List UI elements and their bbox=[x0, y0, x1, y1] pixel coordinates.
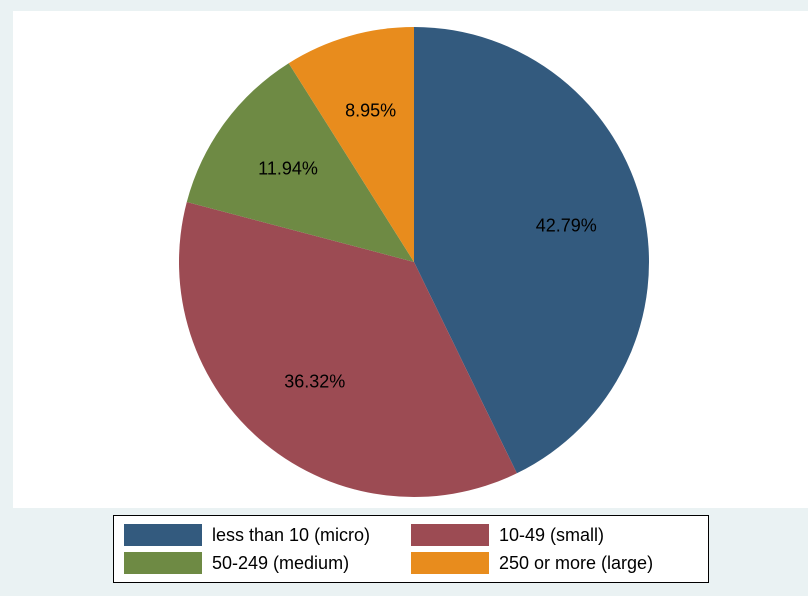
legend-label-medium: 50-249 (medium) bbox=[212, 552, 350, 573]
pie-slice-large bbox=[288, 27, 414, 262]
legend-swatch-medium bbox=[124, 552, 202, 574]
legend-item-medium: 50-249 (medium) bbox=[124, 550, 411, 576]
legend-item-large: 250 or more (large) bbox=[411, 550, 698, 576]
legend: less than 10 (micro) 10-49 (small) 50-24… bbox=[113, 515, 709, 583]
plot-region: 42.79% 36.32% 11.94% 8.95% bbox=[13, 11, 808, 508]
legend-swatch-small bbox=[411, 524, 489, 546]
legend-swatch-large bbox=[411, 552, 489, 574]
legend-item-small: 10-49 (small) bbox=[411, 522, 698, 548]
slice-label-medium: 11.94% bbox=[258, 158, 318, 178]
pie-chart: 42.79% 36.32% 11.94% 8.95% bbox=[179, 27, 650, 497]
pie-slice-small bbox=[179, 201, 517, 497]
legend-label-small: 10-49 (small) bbox=[499, 524, 605, 545]
pie-slice-medium bbox=[186, 63, 414, 263]
legend-swatch-micro bbox=[124, 524, 202, 546]
slice-label-micro: 42.79% bbox=[536, 216, 597, 236]
legend-label-micro: less than 10 (micro) bbox=[212, 524, 371, 545]
slice-label-large: 8.95% bbox=[345, 101, 396, 121]
slice-label-small: 36.32% bbox=[284, 371, 345, 391]
pie-slice-micro bbox=[414, 27, 650, 474]
legend-item-micro: less than 10 (micro) bbox=[124, 522, 411, 548]
legend-label-large: 250 or more (large) bbox=[499, 552, 654, 573]
